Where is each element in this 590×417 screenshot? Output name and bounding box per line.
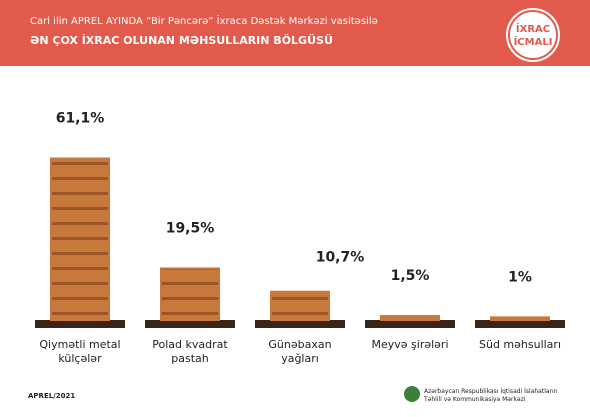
badge-text: İXRAC bbox=[515, 24, 551, 35]
bar bbox=[50, 157, 110, 321]
value-label: 1,5% bbox=[391, 268, 430, 284]
header-subtitle: Cari ilin APREL AYINDA “Bir Pəncərə” İxr… bbox=[30, 16, 378, 27]
badge-text: İCMALI bbox=[513, 37, 553, 48]
bar bbox=[490, 316, 550, 322]
category-label: Günəbaxan yağları bbox=[268, 338, 332, 365]
category-label: Meyvə şirələri bbox=[371, 338, 449, 351]
category-label: Süd məhsulları bbox=[478, 338, 562, 351]
header-title: ƏN ÇOX İXRAC OLUNAN MƏHSULLARIN BÖLGÜSÜ bbox=[30, 34, 333, 47]
value-label: 1% bbox=[508, 269, 532, 285]
bar bbox=[160, 267, 220, 322]
footer-org: Təhlili və Kommunikasiya Mərkəzi bbox=[424, 396, 526, 403]
badge: İXRAC İCMALI bbox=[506, 8, 560, 62]
category-label: Qiymətli metal külçələr bbox=[39, 338, 121, 365]
bar bbox=[270, 290, 330, 322]
pallet bbox=[365, 320, 455, 328]
bar bbox=[380, 315, 440, 321]
footer-date: APREL/2021 bbox=[28, 392, 76, 400]
header: Cari ilin APREL AYINDA “Bir Pəncərə” İxr… bbox=[0, 0, 590, 66]
pallet bbox=[35, 320, 125, 328]
footer-org: Azərbaycan Respublikası İqtisadi İslahat… bbox=[424, 388, 558, 395]
pallet bbox=[255, 320, 345, 328]
pallet bbox=[145, 320, 235, 328]
value-label: 10,7% bbox=[316, 250, 365, 266]
value-label: 19,5% bbox=[166, 220, 215, 236]
pallet bbox=[475, 320, 565, 328]
category-label: Polad kvadrat pastah bbox=[152, 338, 228, 365]
value-label: 61,1% bbox=[56, 111, 105, 127]
